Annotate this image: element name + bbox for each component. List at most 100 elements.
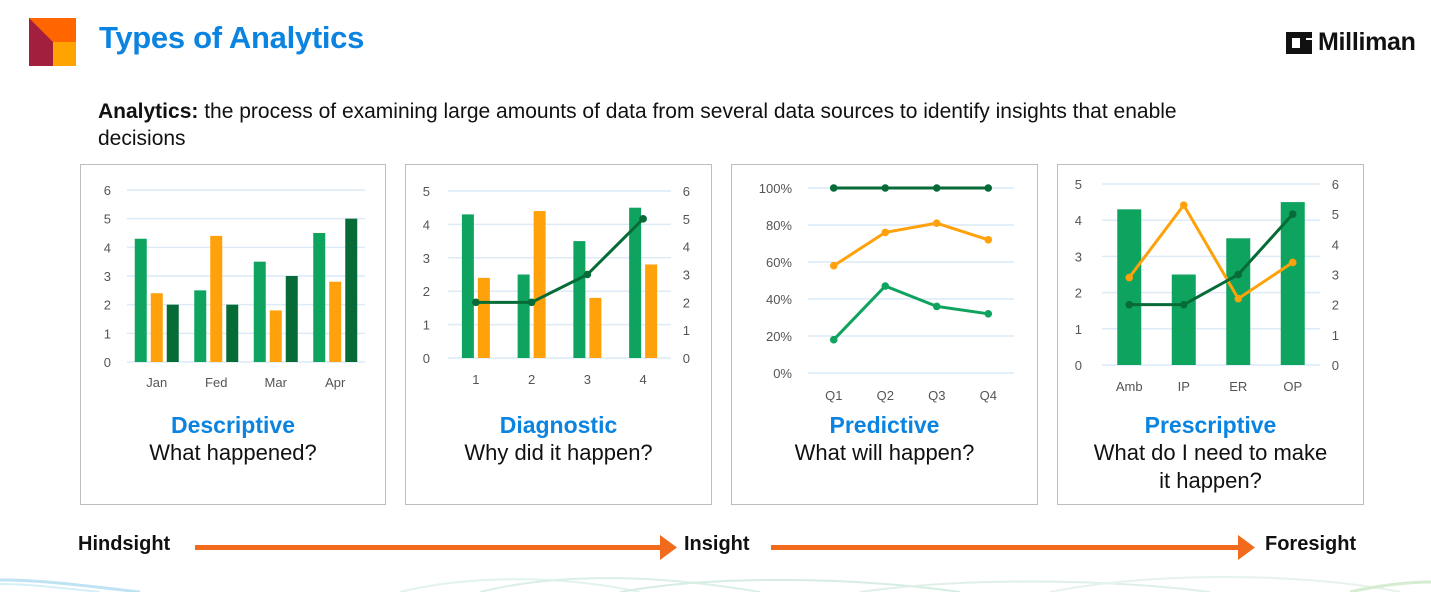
timeline-arrows — [195, 535, 1255, 560]
card-prescriptive: 0 1 2 3 4 5 0 1 2 3 4 5 6 Amb IP ER OP Prescriptive What… — [1057, 164, 1364, 505]
data-point — [1179, 201, 1188, 209]
data-point — [984, 310, 993, 318]
card-title: Descriptive — [170, 412, 295, 438]
data-point — [881, 282, 890, 290]
y-tick-label: 60% — [766, 255, 792, 270]
data-point — [829, 335, 838, 344]
data-point — [881, 228, 890, 237]
bar — [194, 290, 207, 362]
x-tick-label: 1 — [472, 372, 479, 387]
bar — [253, 261, 266, 362]
y-tick-label: 1 — [104, 326, 111, 341]
y-tick-label: 0% — [773, 366, 792, 381]
y2-tick-label: 6 — [1332, 177, 1339, 192]
y-tick-label: 80% — [766, 218, 792, 233]
card-subtitle-line2: it happen? — [1159, 468, 1262, 493]
timeline-hindsight: Hindsight — [78, 533, 171, 555]
bar — [573, 241, 586, 358]
bar — [166, 304, 179, 362]
bar — [226, 304, 239, 362]
card-predictive: 0% 20% 40% 60% 80% 100% Q1 Q2 Q3 Q4 Predictive Wh… — [731, 164, 1038, 505]
card-descriptive: 0 1 2 3 4 5 6 Jan Fed Mar Apr Descriptive What hap… — [80, 164, 386, 505]
y-tick-label: 4 — [1075, 213, 1082, 228]
y-tick-label: 2 — [1075, 286, 1082, 301]
prescriptive-combo-chart: 0 1 2 3 4 5 0 1 2 3 4 5 6 Amb IP ER OP — [1075, 177, 1339, 394]
bar — [329, 281, 342, 362]
bar — [1280, 202, 1305, 365]
y-tick-label: 5 — [104, 212, 111, 227]
y2-tick-label: 5 — [683, 212, 690, 227]
data-point — [1234, 294, 1243, 303]
data-point — [472, 298, 480, 307]
y-tick-label: 3 — [1075, 249, 1082, 264]
y-tick-label: 1 — [1075, 322, 1082, 337]
y2-tick-label: 5 — [1332, 207, 1339, 222]
bar — [210, 235, 223, 362]
data-point — [1125, 273, 1134, 282]
bar — [134, 238, 147, 362]
y2-tick-label: 0 — [1332, 358, 1339, 373]
bar — [269, 310, 282, 362]
card-subtitle: What happened? — [149, 440, 317, 465]
card-diagnostic: 0 1 2 3 4 5 0 1 2 3 4 5 6 1 2 3 4 Diagnostic Why did it … — [405, 164, 712, 505]
y-tick-label: 2 — [104, 298, 111, 313]
x-tick-label: Fed — [205, 375, 227, 390]
definition-text: the process of examining large amounts o… — [98, 100, 1177, 150]
card-subtitle: Why did it happen? — [464, 440, 653, 465]
y-tick-label: 0 — [1075, 358, 1082, 373]
bar — [1117, 209, 1142, 365]
bar — [517, 274, 530, 358]
bar — [345, 218, 358, 362]
analytics-definition: Analytics: the process of examining larg… — [98, 98, 1218, 152]
y-tick-label: 4 — [104, 240, 111, 255]
card-title: Predictive — [829, 412, 940, 438]
data-point — [527, 298, 536, 307]
descriptive-bar-chart: 0 1 2 3 4 5 6 Jan Fed Mar Apr — [104, 183, 365, 390]
arrow-right-icon — [195, 535, 677, 560]
data-point — [1288, 258, 1297, 267]
data-point — [1125, 300, 1134, 309]
bar — [150, 293, 163, 362]
arrow-right-icon — [771, 535, 1255, 560]
page-title: Types of Analytics — [99, 20, 365, 55]
bar — [533, 211, 546, 358]
card-subtitle: What will happen? — [794, 440, 975, 465]
y2-tick-label: 2 — [1332, 298, 1339, 313]
x-tick-label: Q2 — [877, 388, 894, 403]
card-title: Prescriptive — [1144, 412, 1277, 438]
data-point — [1179, 300, 1188, 309]
timeline-insight: Insight — [684, 533, 750, 555]
card-subtitle-line1: What do I need to make — [1093, 440, 1328, 465]
bar — [645, 264, 658, 358]
bar — [589, 297, 602, 358]
x-tick-label: Amb — [1116, 379, 1143, 394]
y-tick-label: 3 — [104, 269, 111, 284]
line-series — [1129, 213, 1294, 307]
line-series — [1128, 203, 1294, 301]
x-tick-label: IP — [1178, 379, 1190, 394]
x-tick-label: Q4 — [980, 388, 997, 403]
y-tick-label: 1 — [423, 318, 430, 333]
y-tick-label: 4 — [423, 217, 430, 232]
x-tick-label: Mar — [265, 375, 288, 390]
x-tick-label: Q1 — [825, 388, 842, 403]
definition-term: Analytics: — [98, 100, 199, 123]
y-tick-label: 5 — [423, 184, 430, 199]
x-tick-label: Q3 — [928, 388, 945, 403]
data-point — [1234, 270, 1243, 279]
bar — [477, 277, 490, 358]
y-tick-label: 0 — [104, 355, 111, 370]
y2-tick-label: 3 — [683, 268, 690, 283]
data-point — [984, 236, 993, 244]
line-series — [475, 217, 645, 304]
card-title: Diagnostic — [499, 412, 618, 438]
bar — [1171, 274, 1196, 365]
y-tick-label: 100% — [759, 181, 793, 196]
data-point — [984, 184, 993, 192]
data-point — [829, 261, 838, 270]
line-series — [832, 221, 989, 267]
data-point — [881, 184, 890, 192]
y-tick-label: 0 — [423, 351, 430, 366]
decorative-wave — [0, 576, 1431, 592]
y2-tick-label: 4 — [683, 240, 690, 255]
